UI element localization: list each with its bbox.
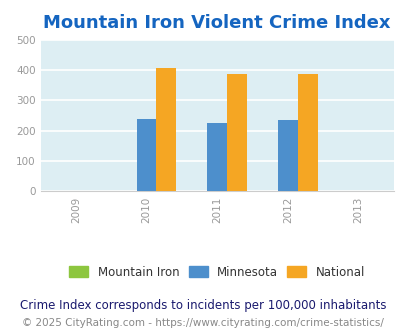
Bar <box>226 74 246 191</box>
Text: Crime Index corresponds to incidents per 100,000 inhabitants: Crime Index corresponds to incidents per… <box>20 299 385 312</box>
Bar <box>297 74 317 191</box>
Legend: Mountain Iron, Minnesota, National: Mountain Iron, Minnesota, National <box>64 261 369 283</box>
Bar <box>156 68 176 191</box>
Bar <box>207 123 226 191</box>
Bar <box>277 120 297 191</box>
Bar <box>136 119 156 191</box>
Title: Mountain Iron Violent Crime Index: Mountain Iron Violent Crime Index <box>43 15 390 32</box>
Text: © 2025 CityRating.com - https://www.cityrating.com/crime-statistics/: © 2025 CityRating.com - https://www.city… <box>22 318 383 328</box>
